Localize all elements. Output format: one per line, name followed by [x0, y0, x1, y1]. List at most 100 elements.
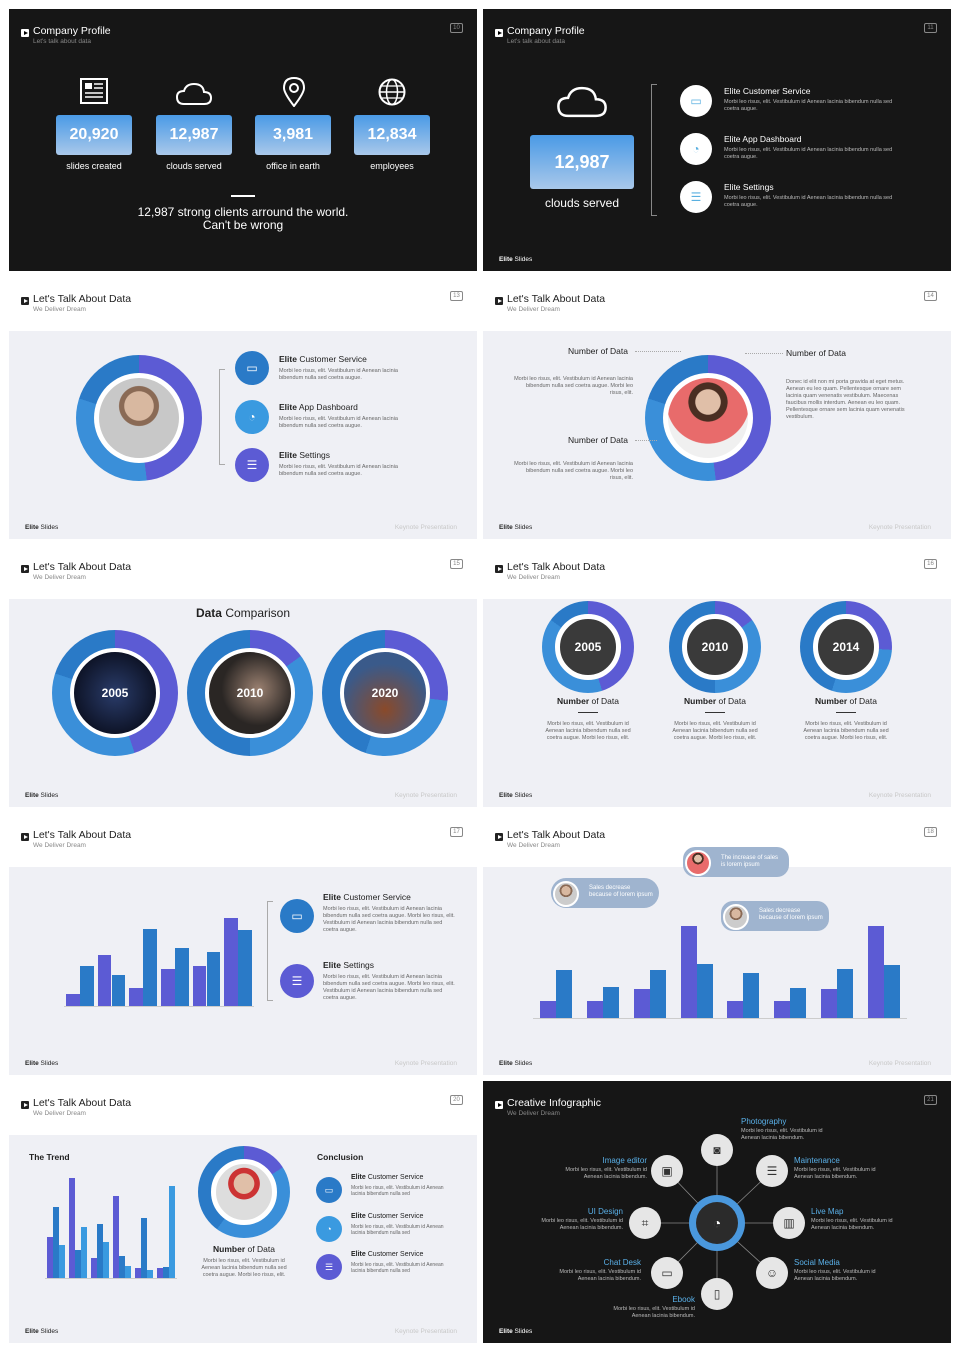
number-desc: Morbi leo risus, elit. Vestibulum id Aen…: [514, 461, 633, 481]
brand-logo: Elite Slides: [499, 1060, 533, 1067]
page-number: 10: [450, 23, 463, 33]
photo-avatar-man: [94, 373, 184, 463]
slide-subtitle: We Deliver Dream: [507, 306, 560, 313]
slide-title: Creative Infographic: [507, 1097, 601, 1109]
book-icon: ▯: [701, 1278, 733, 1310]
chart-bar: [157, 1267, 163, 1278]
page-number: 18: [924, 827, 937, 837]
slide-title: Let's Talk About Data: [33, 829, 132, 841]
chart-bar: [59, 1245, 65, 1278]
user-icon: ☺: [756, 1257, 788, 1289]
chart-bar: [81, 1227, 87, 1278]
divider: [231, 195, 255, 197]
item-title: Elite Settings: [724, 182, 774, 192]
chart-bar: [69, 1178, 75, 1278]
slide-subtitle: We Deliver Dream: [507, 574, 560, 581]
chart-bar: [603, 986, 620, 1018]
chart-bar: [161, 968, 175, 1006]
cloud-icon: [176, 82, 212, 105]
footer-keynote: Keynote Presentation: [868, 1060, 931, 1067]
chart-bar: [97, 1223, 103, 1278]
brand-logo: Elite Slides: [25, 1060, 59, 1067]
year-badge: 2020: [340, 648, 430, 738]
node-desc: Morbi leo risus, elit. Vestibulum id Aen…: [794, 1167, 876, 1180]
footer-keynote: Keynote Presentation: [868, 792, 931, 799]
stat-value: 3,981: [255, 115, 331, 155]
slide-subtitle: Let's talk about data: [33, 38, 91, 45]
slide-title: Company Profile: [33, 25, 111, 37]
tagline: 12,987 strong clients arround the world.: [137, 205, 349, 219]
photo-avatar-woman: [211, 1159, 277, 1225]
page-number: 14: [924, 291, 937, 301]
page-number: 15: [450, 559, 463, 569]
slide-15: Let's Talk About Data We Deliver Dream 1…: [9, 545, 477, 807]
node-desc: Morbi leo risus, elit. Vestibulum id Aen…: [541, 1218, 623, 1231]
slide-title: Let's Talk About Data: [507, 293, 606, 305]
bracket: [651, 84, 657, 216]
number-label: Number of Data: [815, 696, 877, 706]
newspaper-icon: [80, 78, 108, 104]
play-icon: [495, 833, 503, 841]
node-desc: Morbi leo risus, elit. Vestibulum id Aen…: [565, 1167, 647, 1180]
slide-subtitle: We Deliver Dream: [33, 1110, 86, 1117]
photo-avatar-man: [723, 904, 749, 930]
chart-bar: [129, 988, 144, 1006]
slide-title: Let's Talk About Data: [33, 293, 132, 305]
page-number: 13: [450, 291, 463, 301]
node-label: Ebook: [672, 1295, 695, 1304]
item-title: Elite Customer Service: [351, 1251, 424, 1258]
play-icon: [495, 29, 503, 37]
slide-21: Creative Infographic We Deliver Dream 21…: [483, 1081, 951, 1343]
number-label: Number of Data: [568, 346, 628, 356]
item-desc: Morbi leo risus, elit. Vestibulum id Aen…: [323, 906, 455, 933]
photo-avatar-man: [553, 881, 579, 907]
item-desc: Morbi leo risus, elit. Vestibulum id Aen…: [724, 99, 893, 112]
bar-chart: [64, 889, 254, 1007]
number-desc: Morbi leo risus, elit. Vestibulum id Aen…: [514, 376, 633, 396]
chart-bar: [540, 1000, 557, 1018]
stat-label: employees: [370, 161, 414, 171]
chart-bar: [163, 1266, 169, 1278]
slide-subtitle: Let's talk about data: [507, 38, 565, 45]
chart-bar: [836, 968, 853, 1018]
chart-bar: [141, 1217, 147, 1278]
number-label: Number of Data: [213, 1244, 275, 1254]
brand-logo: Elite Slides: [25, 524, 59, 531]
chart-bar: [97, 955, 112, 1006]
item-title: Elite Customer Service: [323, 892, 411, 902]
item-title: Elite Settings: [323, 960, 375, 970]
node-desc: Morbi leo risus, elit. Vestibulum id Aen…: [811, 1218, 893, 1231]
item-title: Elite Customer Service: [351, 1213, 424, 1220]
sliders-icon: ☰: [280, 964, 314, 998]
year-badge: 2005: [70, 648, 160, 738]
number-desc: Morbi leo risus, elit. Vestibulum id Aen…: [201, 1258, 287, 1278]
play-icon: [21, 29, 29, 37]
chart-bar: [587, 1000, 604, 1018]
node-label: Live Map: [811, 1207, 844, 1216]
play-icon: [21, 565, 29, 573]
camera-icon: ◙: [701, 1134, 733, 1166]
gauge-icon: ◔: [235, 400, 269, 434]
chart-bar: [103, 1242, 109, 1278]
page-number: 20: [450, 1095, 463, 1105]
node-desc: Morbi leo risus, elit. Vestibulum id Aen…: [559, 1269, 641, 1282]
chart-bar: [91, 1257, 97, 1278]
chat-icon: ▭: [280, 899, 314, 933]
globe-icon: [378, 78, 406, 106]
footer-keynote: Keynote Presentation: [394, 1328, 457, 1335]
chart-bar: [238, 929, 252, 1006]
play-icon: [21, 1101, 29, 1109]
brand-logo: Elite Slides: [499, 1328, 533, 1335]
bar-chart: [533, 903, 907, 1019]
chart-bar: [111, 974, 126, 1006]
item-title: Elite Settings: [279, 450, 331, 460]
page-number: 17: [450, 827, 463, 837]
play-icon: [21, 833, 29, 841]
chart-bar: [820, 989, 837, 1018]
brand-logo: Elite Slides: [499, 792, 533, 799]
item-desc: Morbi leo risus, elit. Vestibulum id Aen…: [724, 147, 893, 160]
number-label: Number of Data: [786, 348, 846, 358]
item-desc: Morbi leo risus, elit. Vestibulum id Aen…: [351, 1262, 444, 1274]
section-heading: Data Comparison: [195, 606, 291, 620]
slide-18: Let's Talk About Data We Deliver Dream 1…: [483, 813, 951, 1075]
